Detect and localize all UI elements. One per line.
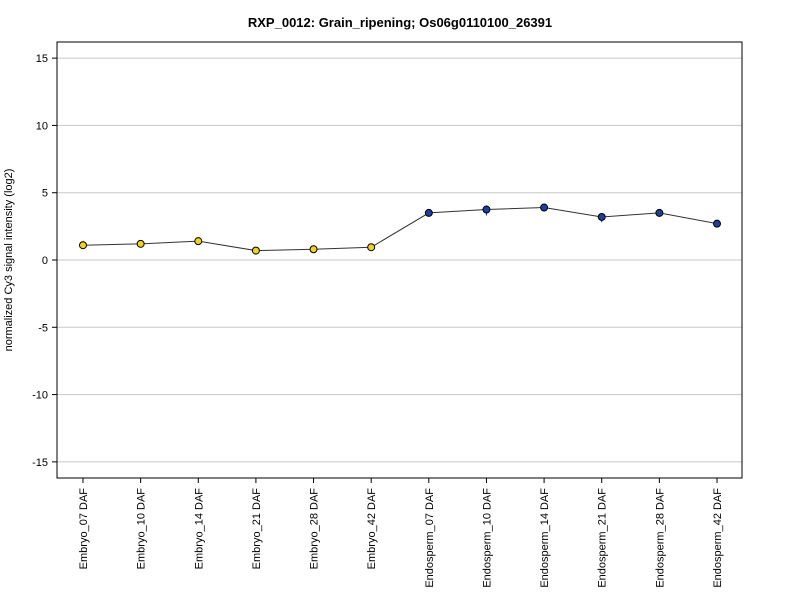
data-point	[136, 239, 145, 248]
x-tick-label: Embryo_10 DAF	[136, 488, 148, 570]
x-tick-label: Endosperm_21 DAF	[597, 488, 609, 588]
data-point	[597, 212, 606, 221]
x-tick-label: Embryo_28 DAF	[309, 488, 321, 570]
x-tick-label: Embryo_14 DAF	[193, 488, 205, 570]
x-tick-label: Endosperm_10 DAF	[481, 488, 493, 588]
error-bars	[82, 205, 718, 252]
y-axis: -15 -10 -5 0 5 10 15	[32, 53, 57, 469]
y-axis-label: normalized Cy3 signal intensity (log2)	[3, 169, 15, 352]
x-tick-label: Endosperm_07 DAF	[424, 488, 436, 588]
data-point	[424, 208, 433, 217]
x-tick-label: Endosperm_42 DAF	[712, 488, 724, 588]
series-line	[82, 207, 718, 252]
x-axis: Embryo_07 DAF Embryo_10 DAF Embryo_14 DAF E…	[78, 478, 724, 588]
x-tick-label: Endosperm_28 DAF	[654, 488, 666, 588]
grid-lines	[57, 57, 742, 463]
y-tick-label: -10	[32, 390, 48, 402]
y-tick-label: 0	[42, 255, 48, 267]
data-point	[540, 203, 549, 212]
chart-title: RXP_0012: Grain_ripening; Os06g0110100_2…	[248, 15, 552, 30]
y-tick-label: -5	[38, 322, 48, 334]
x-tick-label: Embryo_07 DAF	[78, 488, 90, 570]
y-tick-label: -15	[32, 457, 48, 469]
x-tick-label: Embryo_42 DAF	[366, 488, 378, 570]
data-point	[194, 237, 203, 246]
y-tick-label: 10	[36, 120, 48, 132]
data-point	[79, 241, 87, 250]
data-points	[79, 203, 721, 255]
data-point	[309, 245, 318, 254]
y-tick-label: 15	[36, 53, 48, 65]
data-point	[251, 246, 260, 255]
x-tick-label: Embryo_21 DAF	[251, 488, 263, 570]
data-point	[367, 243, 376, 252]
data-point	[482, 205, 491, 214]
data-point	[713, 219, 721, 228]
y-tick-label: 5	[42, 188, 48, 200]
series-polyline	[82, 207, 718, 252]
data-point	[655, 208, 664, 217]
x-tick-label: Endosperm_14 DAF	[539, 488, 551, 588]
